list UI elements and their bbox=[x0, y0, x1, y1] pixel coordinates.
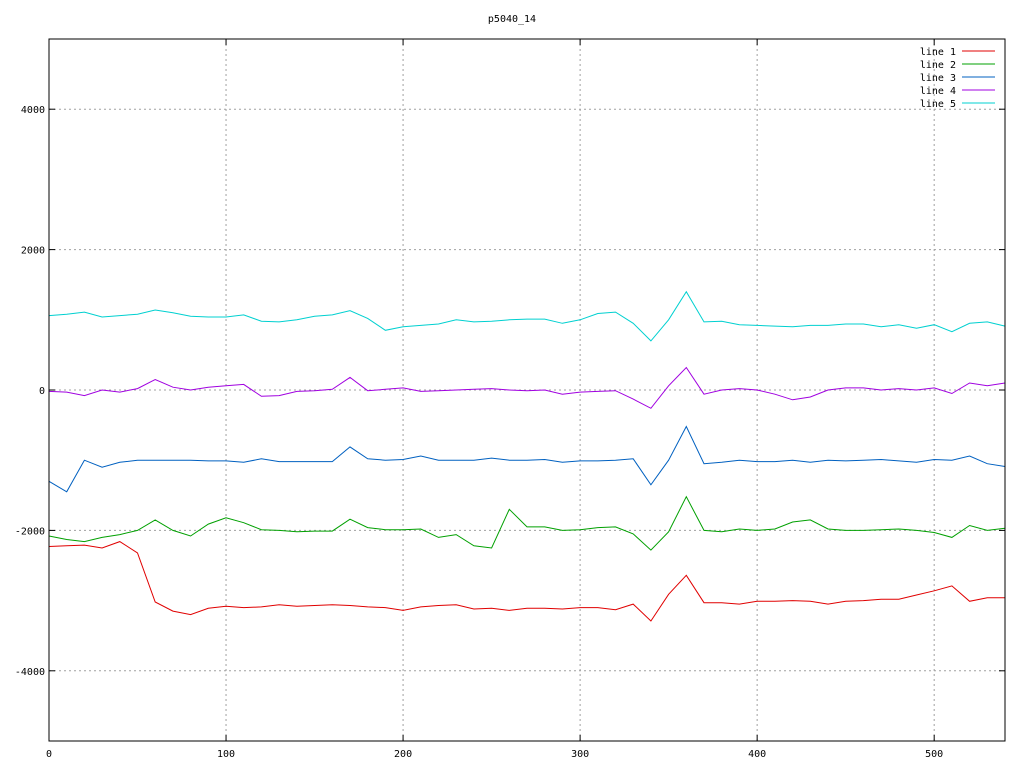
legend-label: line 5 bbox=[920, 99, 956, 110]
legend: line 1 line 2 line 3 line 4 line 5 bbox=[920, 47, 995, 110]
x-tick-label: 100 bbox=[217, 749, 235, 760]
x-tick-label: 500 bbox=[925, 749, 943, 760]
legend-label: line 4 bbox=[920, 86, 956, 97]
series-line-3 bbox=[48, 425, 1006, 493]
y-tick-label: -4000 bbox=[15, 667, 45, 678]
legend-label: line 3 bbox=[920, 73, 956, 84]
chart-title: p5040_14 bbox=[488, 14, 536, 25]
x-tick-label: 0 bbox=[46, 749, 52, 760]
x-tick-label: 300 bbox=[571, 749, 589, 760]
series-lines bbox=[48, 290, 1006, 622]
x-tick-label: 200 bbox=[394, 749, 412, 760]
series-line-5 bbox=[48, 290, 1006, 342]
y-tick-label: 4000 bbox=[21, 105, 45, 116]
y-tick-label: -2000 bbox=[15, 526, 45, 537]
axis-ticks: 0 100 200 300 400 500 -4000 -2000 0 2000 4000 bbox=[15, 39, 1005, 760]
series-line-2 bbox=[48, 495, 1006, 551]
series-line-4 bbox=[48, 366, 1006, 409]
y-tick-label: 2000 bbox=[21, 246, 45, 257]
legend-label: line 2 bbox=[920, 60, 956, 71]
legend-label: line 1 bbox=[920, 47, 956, 58]
series-line-1 bbox=[48, 541, 1005, 622]
x-tick-label: 400 bbox=[748, 749, 766, 760]
y-tick-label: 0 bbox=[39, 386, 45, 397]
